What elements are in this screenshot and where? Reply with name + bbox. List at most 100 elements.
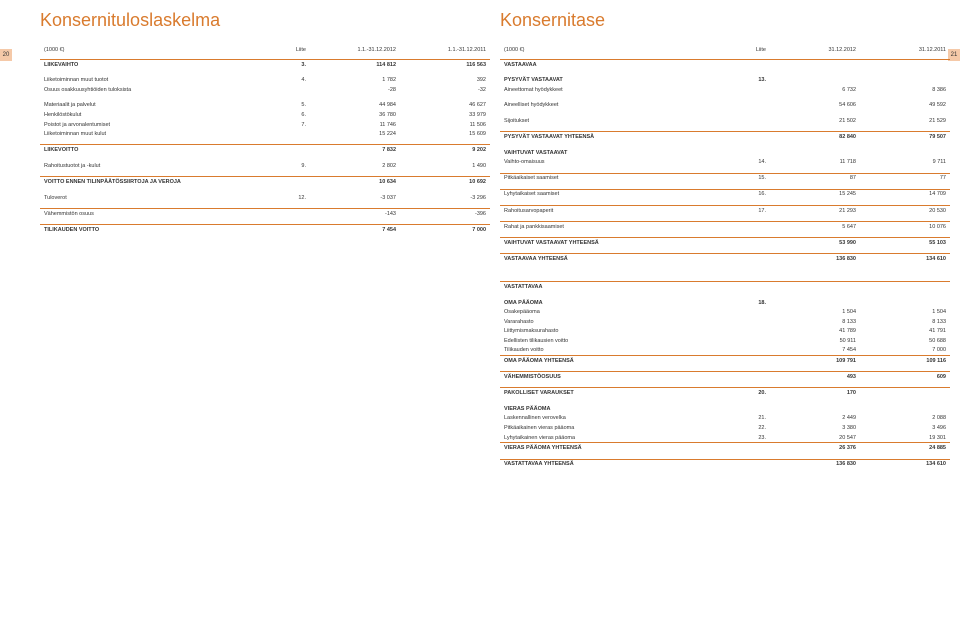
row-label: OMA PÄÄOMA YHTEENSÄ: [500, 356, 734, 366]
row-col2: 7 000: [860, 346, 950, 356]
row-label: Laskennallinen verovelka: [500, 414, 734, 424]
row-col2: -396: [400, 208, 490, 218]
row-label: VASTAAVAA: [500, 59, 734, 69]
table-row: Rahoitusarvopaperit 17. 21 293 20 530: [500, 205, 950, 215]
row-label: Vararahasto: [500, 317, 734, 327]
row-col1: [770, 282, 860, 292]
row-note: 18.: [734, 298, 770, 308]
row-col2: -3 296: [400, 193, 490, 203]
row-col2: 9 711: [860, 157, 950, 167]
row-note: [274, 145, 310, 155]
row-label: PYSYVÄT VASTAAVAT YHTEENSÄ: [500, 132, 734, 142]
table-row: VIERAS PÄÄOMA YHTEENSÄ 26 376 24 885: [500, 443, 950, 453]
row-col2: 10 076: [860, 221, 950, 231]
table-row: VÄHEMMISTÖOSUUS 493 609: [500, 372, 950, 382]
row-note: [274, 208, 310, 218]
row-col1: 53 990: [770, 237, 860, 247]
row-col1: 1 504: [770, 307, 860, 317]
row-note: [734, 372, 770, 382]
table-row: OMA PÄÄOMA 18.: [500, 298, 950, 308]
row-note: [734, 317, 770, 327]
row-note: [274, 177, 310, 187]
row-col2: 134 610: [860, 254, 950, 264]
row-col1: [770, 404, 860, 414]
row-note: [734, 346, 770, 356]
row-label: Henkilöstökulut: [40, 110, 274, 120]
table-row: OMA PÄÄOMA YHTEENSÄ 109 791 109 116: [500, 356, 950, 366]
table-row: Materiaalit ja palvelut 5. 44 984 46 627: [40, 101, 490, 111]
row-col1: 3 380: [770, 423, 860, 433]
row-col1: 11 746: [310, 120, 400, 130]
row-col1: 7 454: [770, 346, 860, 356]
row-col2: 116 563: [400, 59, 490, 69]
row-col2: 20 530: [860, 205, 950, 215]
page-number-left: 20: [0, 49, 12, 61]
row-col1: 136 830: [770, 459, 860, 469]
row-note: 4.: [274, 75, 310, 85]
row-col1: 54 606: [770, 101, 860, 111]
row-col1: -3 037: [310, 193, 400, 203]
row-note: 21.: [734, 414, 770, 424]
table-row: Aineelliset hyödykkeet 54 606 49 592: [500, 101, 950, 111]
row-note: 20.: [734, 388, 770, 398]
balance-sheet-panel: Konsernitase (1000 €) Liite 31.12.2012 3…: [500, 10, 950, 469]
table-row: VASTATTAVAA YHTEENSÄ 136 830 134 610: [500, 459, 950, 469]
row-note: 12.: [274, 193, 310, 203]
row-note: [734, 85, 770, 95]
row-col2: 8 133: [860, 317, 950, 327]
row-label: Poistot ja arvonalentumiset: [40, 120, 274, 130]
row-col2: 9 202: [400, 145, 490, 155]
table-row: Laskennallinen verovelka 21. 2 449 2 088: [500, 414, 950, 424]
row-col2: 21 529: [860, 116, 950, 126]
row-label: Lyhytaikainen vieras pääoma: [500, 433, 734, 443]
row-col1: 109 791: [770, 356, 860, 366]
table-row: PYSYVÄT VASTAAVAT 13.: [500, 75, 950, 85]
row-col1: 1 782: [310, 75, 400, 85]
row-col1: 2 802: [310, 161, 400, 171]
row-note: [734, 132, 770, 142]
row-note: [734, 254, 770, 264]
row-label: Sijoitukset: [500, 116, 734, 126]
row-label: VAIHTUVAT VASTAAVAT: [500, 148, 734, 158]
table-header: (1000 €) Liite 1.1.-31.12.2012 1.1.-31.1…: [40, 45, 490, 59]
row-col2: 1 504: [860, 307, 950, 317]
row-col1: 136 830: [770, 254, 860, 264]
row-label: Tuloverot: [40, 193, 274, 203]
row-col1: [770, 148, 860, 158]
row-col2: 77: [860, 173, 950, 183]
row-note: 9.: [274, 161, 310, 171]
table-row: Liiketoiminnan muut kulut 15 224 15 609: [40, 129, 490, 139]
row-note: [734, 404, 770, 414]
table-row: Liiketoiminnan muut tuotot 4. 1 782 392: [40, 75, 490, 85]
row-col2: 41 791: [860, 326, 950, 336]
row-col2: [860, 75, 950, 85]
row-col1: 20 547: [770, 433, 860, 443]
row-note: [734, 237, 770, 247]
row-col2: 14 709: [860, 189, 950, 199]
row-col2: 11 506: [400, 120, 490, 130]
row-col1: -28: [310, 85, 400, 95]
row-label: LIIKEVAIHTO: [40, 59, 274, 69]
row-label: Rahat ja pankkisaamiset: [500, 221, 734, 231]
row-col2: 79 507: [860, 132, 950, 142]
row-note: 16.: [734, 189, 770, 199]
row-label: Tilikauden voitto: [500, 346, 734, 356]
row-label: VOITTO ENNEN TILINPÄÄTÖSSIIRTOJA JA VERO…: [40, 177, 274, 187]
row-note: 22.: [734, 423, 770, 433]
row-col2: [860, 148, 950, 158]
income-table: (1000 €) Liite 1.1.-31.12.2012 1.1.-31.1…: [40, 45, 490, 235]
table-row: Pitkäaikaiset saamiset 15. 87 77: [500, 173, 950, 183]
row-label: Aineelliset hyödykkeet: [500, 101, 734, 111]
row-col2: 7 000: [400, 224, 490, 234]
row-col1: 114 812: [310, 59, 400, 69]
row-label: Vähemmistön osuus: [40, 208, 274, 218]
table-row: Poistot ja arvonalentumiset 7. 11 746 11…: [40, 120, 490, 130]
row-note: [734, 443, 770, 453]
row-col1: 15 224: [310, 129, 400, 139]
row-col2: 8 386: [860, 85, 950, 95]
table-row: Pitkäaikainen vieras pääoma 22. 3 380 3 …: [500, 423, 950, 433]
row-col2: [860, 282, 950, 292]
row-label: TILIKAUDEN VOITTO: [40, 224, 274, 234]
row-label: Vaihto-omaisuus: [500, 157, 734, 167]
row-col2: 2 088: [860, 414, 950, 424]
